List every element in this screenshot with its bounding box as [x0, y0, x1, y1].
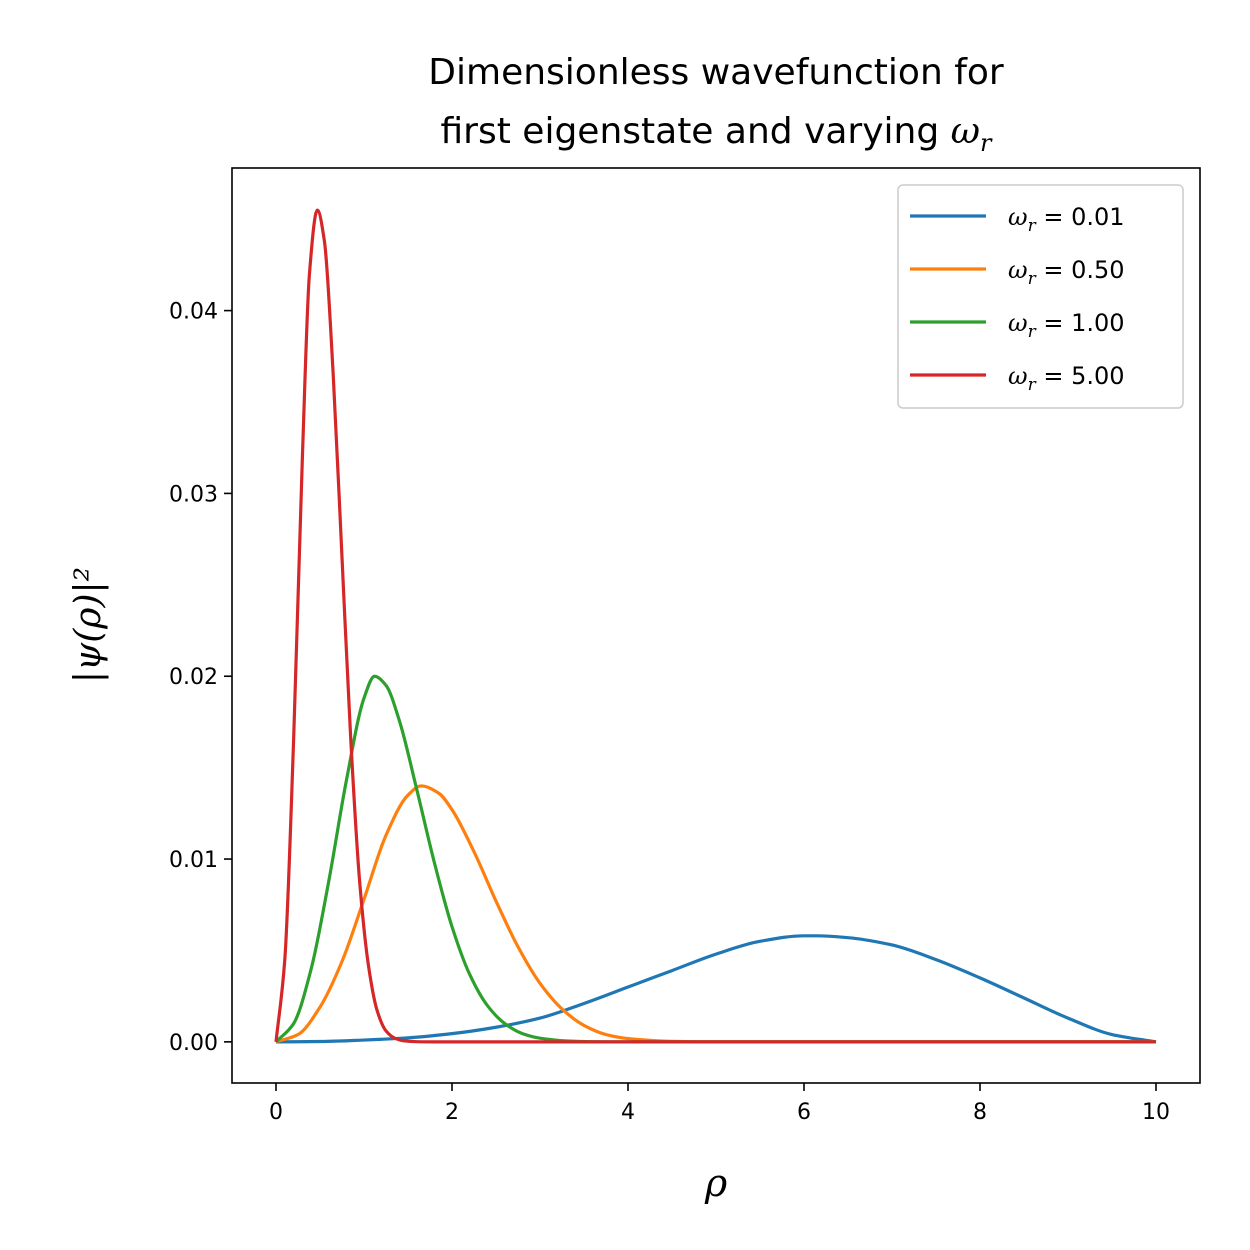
y-axis-ticks: 0.00 0.01 0.02 0.03 0.04: [169, 300, 232, 1056]
series-layer: [274, 208, 1157, 1044]
y-tick-label: 0.01: [169, 848, 218, 873]
x-tick-label: 8: [973, 1100, 987, 1125]
legend-label-1: ωr = 0.50: [1008, 256, 1125, 289]
chart-title-omega-subscript: r: [980, 129, 993, 157]
series-line-3: [274, 208, 1156, 1044]
legend-label-3: ωr = 5.00: [1008, 362, 1125, 395]
legend-entries: ωr = 0.01 ωr = 0.50 ωr = 1.00 ωr = 5.00: [910, 203, 1125, 395]
chart-title-line2: first eigenstate and varying ωr: [441, 111, 994, 157]
x-tick-label: 2: [445, 1100, 459, 1125]
chart-title-line2-text: first eigenstate and varying: [441, 111, 951, 152]
chart-title-line1: Dimensionless wavefunction for: [428, 52, 1004, 93]
y-axis-label: |ψ(ρ)|²: [68, 567, 109, 683]
plot-border: [231, 167, 1201, 1084]
x-tick-label: 0: [269, 1100, 283, 1125]
legend: ωr = 0.01 ωr = 0.50 ωr = 1.00 ωr = 5.00: [897, 184, 1184, 409]
x-tick-label: 10: [1142, 1100, 1170, 1125]
y-tick-label: 0.00: [169, 1031, 218, 1056]
x-tick-label: 4: [621, 1100, 635, 1125]
y-tick-label: 0.04: [169, 300, 218, 325]
series-line-0: [275, 934, 1157, 1044]
chart-title-omega-symbol: ω: [951, 111, 980, 152]
y-tick-label: 0.02: [169, 665, 218, 690]
legend-label-0: ωr = 0.01: [1008, 203, 1125, 236]
x-axis-ticks: 0 2 4 6 8 10: [269, 1083, 1170, 1125]
x-tick-label: 6: [797, 1100, 811, 1125]
legend-label-2: ωr = 1.00: [1008, 309, 1125, 342]
legend-box: [897, 184, 1184, 409]
y-tick-label: 0.03: [169, 482, 218, 507]
x-axis-label: ρ: [704, 1161, 728, 1205]
